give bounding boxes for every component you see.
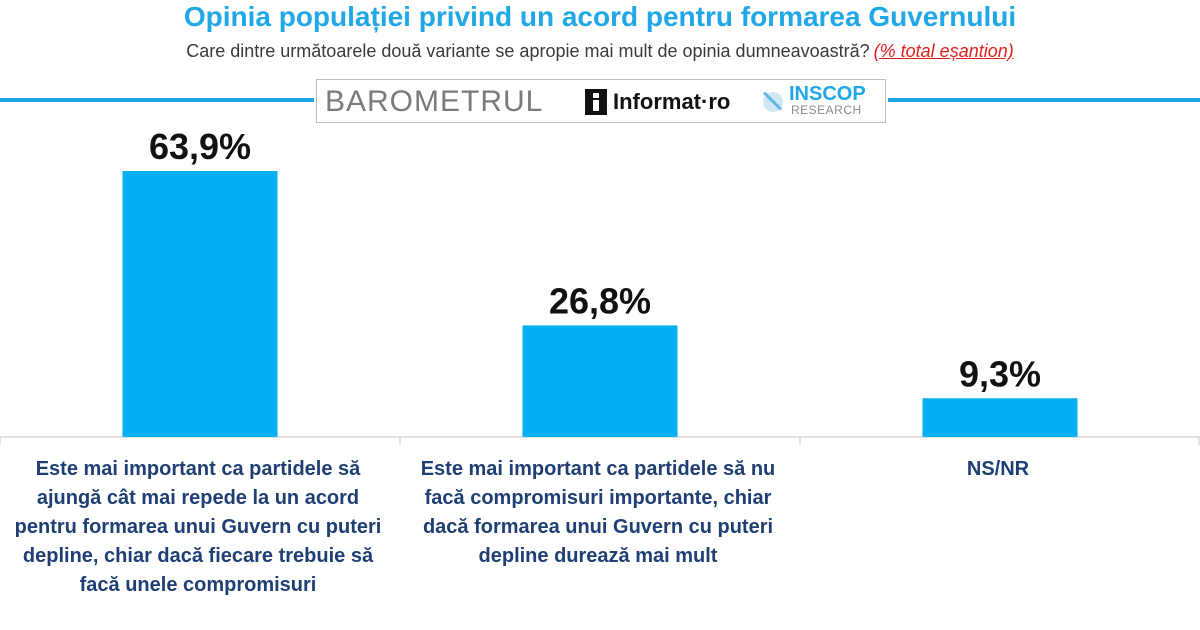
category-label-2: Este mai important ca partidele să nu fa…	[420, 458, 776, 567]
bar-1	[122, 171, 278, 437]
data-label-1: 63,9%	[149, 126, 251, 167]
barometrul-logo: BAROMETRUL	[325, 85, 544, 118]
chart-title: Opinia populației privind un acord pentr…	[183, 1, 1017, 32]
header-rule-left	[0, 98, 314, 102]
bar-2	[522, 325, 678, 437]
inscop-logo: INSCOP	[789, 83, 866, 105]
research-logo: RESEARCH	[791, 103, 862, 117]
category-label-3: NS/NR	[966, 458, 1030, 480]
informat-icon	[585, 89, 607, 115]
survey-question: Care dintre următoarele două variante se…	[186, 41, 870, 61]
sample-note: (% total eșantion)	[873, 41, 1014, 61]
inscop-icon	[763, 92, 783, 112]
logo-banner: BAROMETRUL Informat·ro INSCOP RESEARCH	[316, 79, 886, 123]
data-label-2: 26,8%	[549, 280, 651, 321]
data-label-3: 9,3%	[959, 353, 1041, 394]
header-rule-right	[888, 98, 1200, 102]
category-label-1: Este mai important ca partidele să ajung…	[14, 458, 382, 596]
chart-subtitle: Care dintre următoarele două variante se…	[0, 40, 1200, 62]
bar-3	[922, 398, 1078, 437]
informat-logo: Informat·ro	[613, 89, 731, 114]
